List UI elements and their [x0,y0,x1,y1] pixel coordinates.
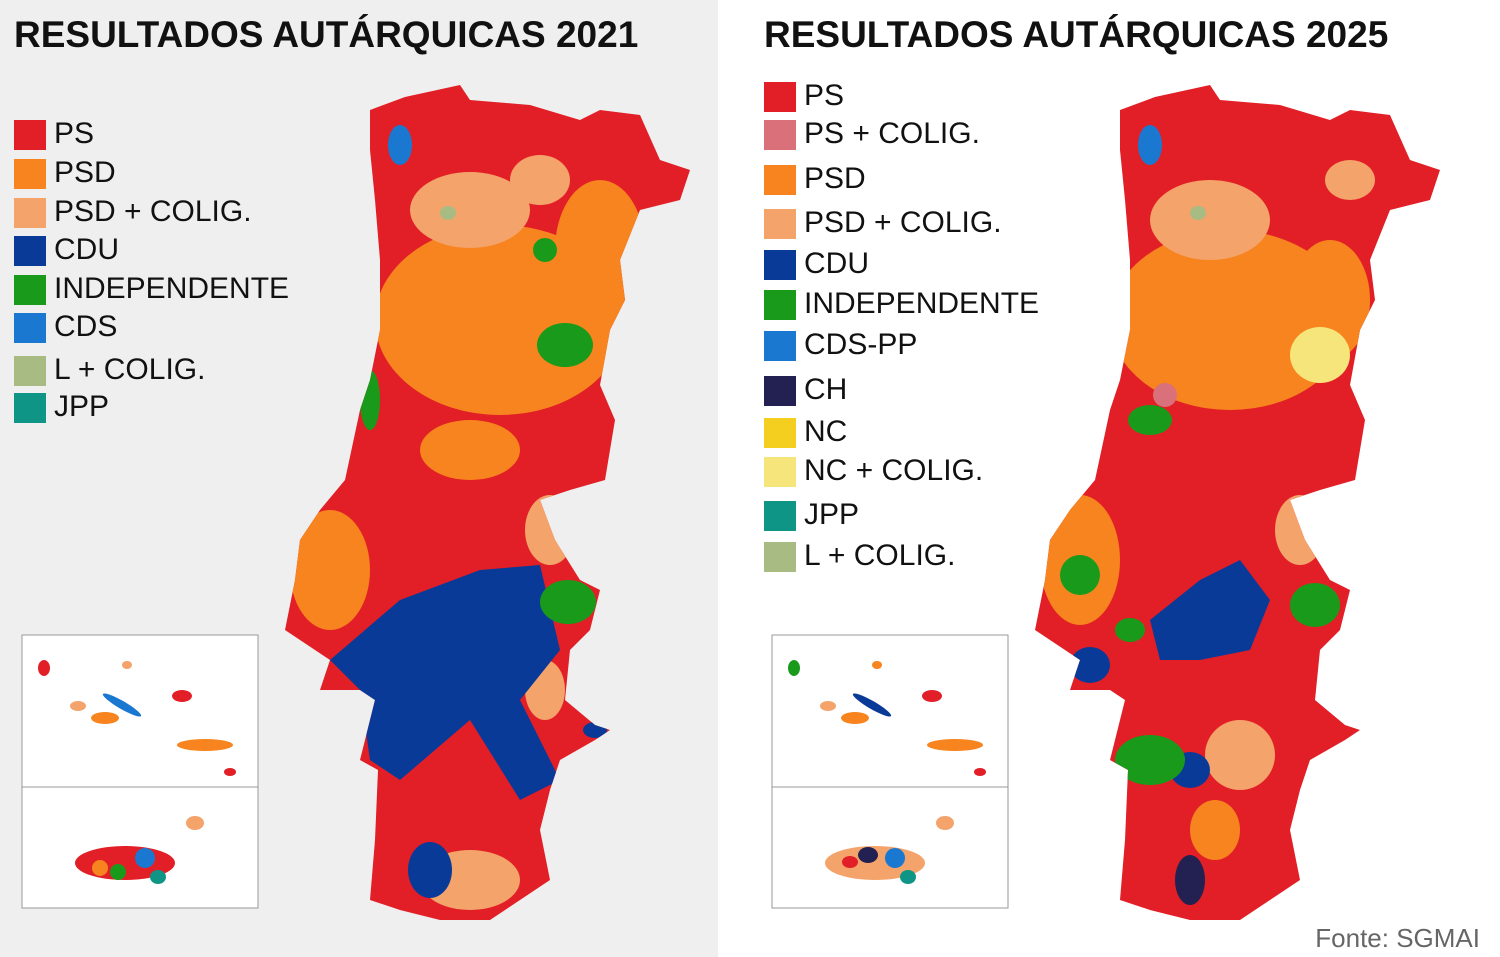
legend-label: INDEPENDENTE [804,287,1039,320]
legend-swatch [14,236,46,266]
legend-swatch [14,198,46,228]
legend-label: PSD [54,156,116,189]
legend-label: PS + COLIG. [804,117,980,150]
legend-swatch [764,250,796,280]
legend-swatch [764,331,796,361]
legend-label: CDU [804,247,869,280]
legend-label: L + COLIG. [54,353,205,386]
legend-label: L + COLIG. [804,539,955,572]
legend-label: PSD [804,162,866,195]
legend-swatch [764,290,796,320]
legend-swatch [764,165,796,195]
legend-swatch [764,457,796,487]
legend-label: PSD + COLIG. [54,195,252,228]
legend-swatch [14,313,46,343]
inset-2025 [771,634,1009,909]
legend-swatch [764,209,796,239]
legend-swatch [764,501,796,531]
legend-label: JPP [54,390,109,423]
legend-label: CDS [54,310,117,343]
legend-label: CDU [54,233,119,266]
legend-swatch [14,393,46,423]
legend-label: NC [804,415,847,448]
legend-label: CH [804,373,847,406]
legend-swatch [764,542,796,572]
legend-swatch [764,418,796,448]
legend-swatch [764,120,796,150]
legend-swatch [14,120,46,150]
legend-label: PS [54,117,94,150]
legend-swatch [764,82,796,112]
legend-swatch [14,275,46,305]
title-2025: RESULTADOS AUTÁRQUICAS 2025 [764,14,1388,55]
legend-label: NC + COLIG. [804,454,983,487]
legend-label: INDEPENDENTE [54,272,289,305]
inset-2021 [21,634,259,909]
legend-label: JPP [804,498,859,531]
legend-swatch [14,159,46,189]
title-2021: RESULTADOS AUTÁRQUICAS 2021 [14,14,638,55]
legend-label: PS [804,79,844,112]
legend-label: CDS-PP [804,328,917,361]
source: Fonte: SGMAI [1315,923,1480,953]
legend-swatch [14,356,46,386]
legend-swatch [764,376,796,406]
legend-label: PSD + COLIG. [804,206,1002,239]
